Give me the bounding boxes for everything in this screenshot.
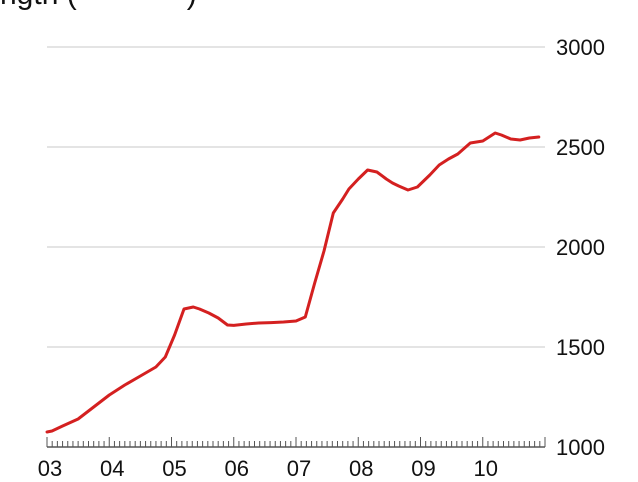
series-group xyxy=(45,131,541,434)
x-tick-label-05: 05 xyxy=(162,456,186,481)
x-tick-label-06: 06 xyxy=(225,456,249,481)
x-tick-label-10: 10 xyxy=(474,456,498,481)
x-tick-label-07: 07 xyxy=(287,456,311,481)
x-tick-label-08: 08 xyxy=(349,456,373,481)
x-tick-labels: 03 04 05 06 07 08 09 10 xyxy=(38,456,498,481)
y-tick-labels: 1000 1500 2000 2500 3000 xyxy=(556,35,605,460)
y-tick-label-2500: 2500 xyxy=(556,135,605,160)
y-tick-label-3000: 3000 xyxy=(556,35,605,60)
x-tick-label-04: 04 xyxy=(100,456,124,481)
y-tick-label-2000: 2000 xyxy=(556,235,605,260)
x-axis xyxy=(46,437,546,448)
x-tick-label-03: 03 xyxy=(38,456,62,481)
y-tick-label-1500: 1500 xyxy=(556,335,605,360)
chart-title-suffix: ) xyxy=(187,0,197,11)
series-line-0 xyxy=(45,131,541,434)
y-tick-label-1000: 1000 xyxy=(556,435,605,460)
x-tick-label-09: 09 xyxy=(411,456,435,481)
chart-title-text: ngth ( xyxy=(0,0,77,11)
chart-title: ngth () xyxy=(0,0,638,12)
grid-lines xyxy=(47,46,545,348)
